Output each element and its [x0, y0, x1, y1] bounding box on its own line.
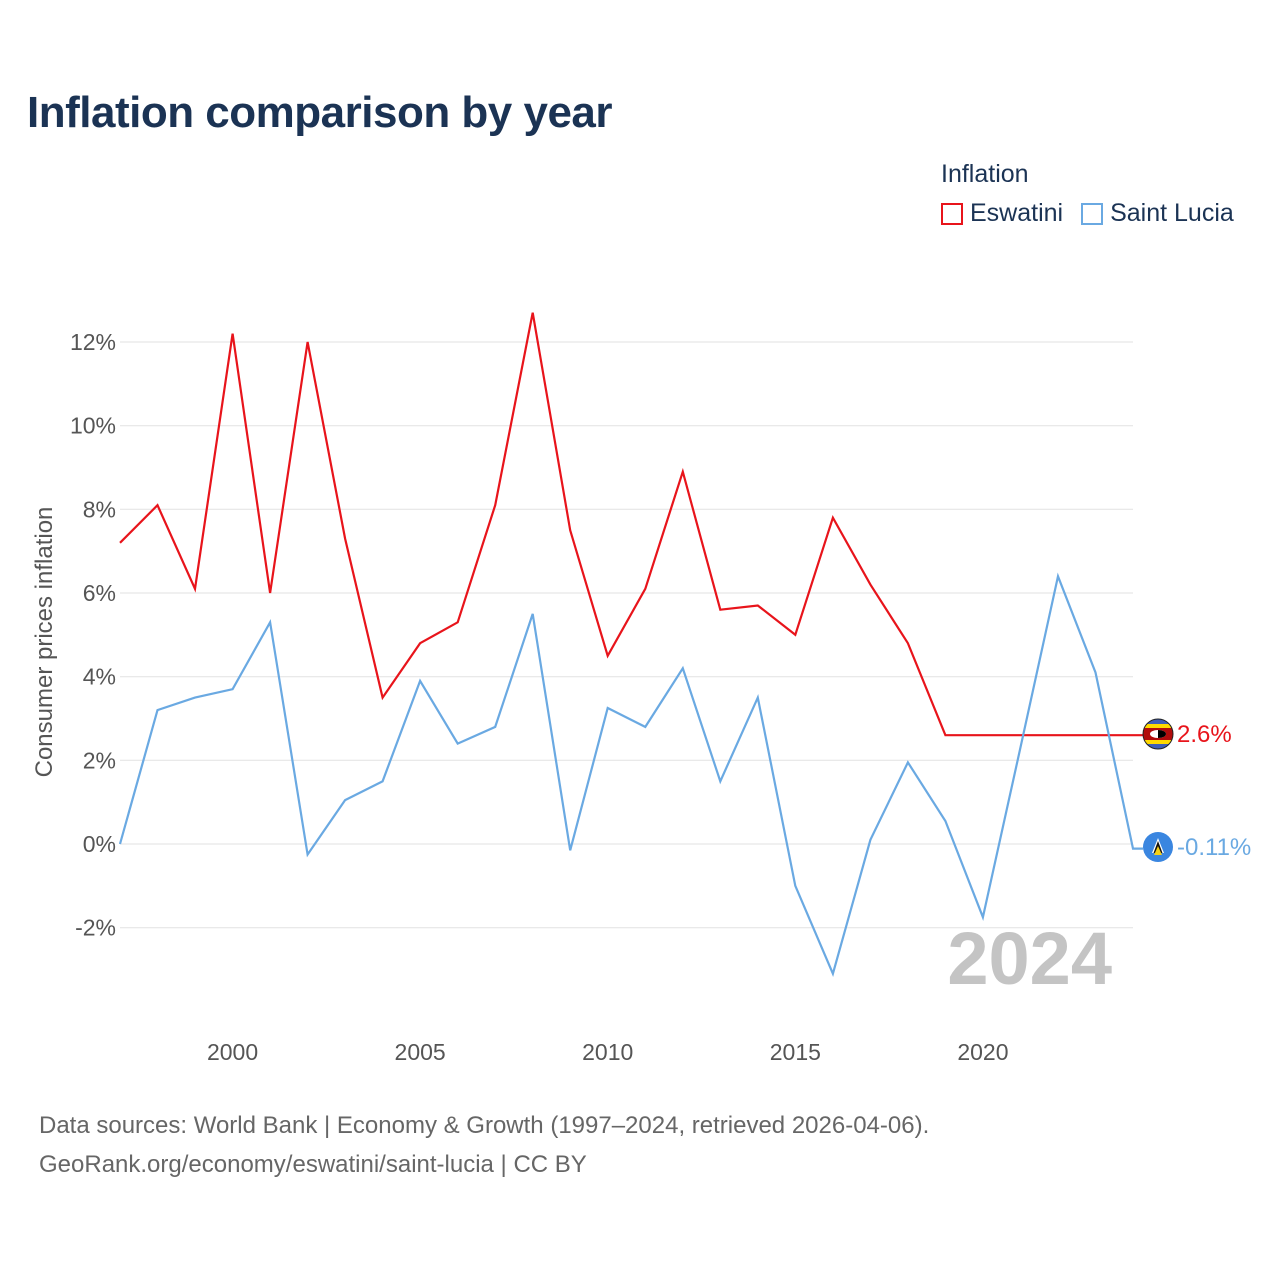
- y-tick-label: 6%: [83, 580, 116, 606]
- y-tick-label: 10%: [70, 413, 116, 439]
- x-tick-label: 2010: [582, 1039, 633, 1065]
- chart-title: Inflation comparison by year: [27, 88, 613, 137]
- y-tick-label: 12%: [70, 329, 116, 355]
- legend-item-saint-lucia[interactable]: Saint Lucia: [1081, 199, 1234, 228]
- x-tick-label: 2005: [395, 1039, 446, 1065]
- legend-label-eswatini: Eswatini: [970, 199, 1064, 227]
- source-line-2[interactable]: GeoRank.org/economy/eswatini/saint-lucia…: [39, 1151, 587, 1178]
- source-line-1: Data sources: World Bank | Economy & Gro…: [39, 1112, 930, 1139]
- legend-swatch-eswatini: [941, 202, 963, 225]
- year-watermark: 2024: [947, 917, 1112, 1000]
- y-tick-label: 8%: [83, 496, 116, 522]
- x-tick-label: 2020: [957, 1039, 1008, 1065]
- legend-title: Inflation: [941, 160, 1029, 188]
- saint-lucia-flag-icon: [1143, 832, 1173, 862]
- eswatini-end-label: 2.6%: [1177, 721, 1232, 748]
- y-tick-label: 2%: [83, 747, 116, 773]
- legend-label-saint-lucia: Saint Lucia: [1110, 199, 1234, 227]
- x-tick-label: 2015: [770, 1039, 821, 1065]
- saint-lucia-end-label: -0.11%: [1177, 834, 1251, 861]
- y-tick-label: 4%: [83, 664, 116, 690]
- series-line-saint-lucia[interactable]: [118, 572, 1143, 978]
- x-tick-label: 2000: [207, 1039, 258, 1065]
- source-note: Data sources: World Bank | Economy & Gro…: [39, 1106, 929, 1184]
- y-tick-label: 0%: [83, 831, 116, 857]
- legend-item-eswatini[interactable]: Eswatini: [941, 199, 1063, 228]
- legend: Inflation Eswatini Saint Lucia: [941, 160, 1234, 228]
- series-line-eswatini[interactable]: [119, 312, 1143, 737]
- y-axis-title: Consumer prices inflation: [31, 507, 58, 778]
- y-tick-label: -2%: [75, 915, 116, 941]
- eswatini-flag-icon: [1142, 718, 1174, 750]
- legend-swatch-saint-lucia: [1081, 202, 1104, 225]
